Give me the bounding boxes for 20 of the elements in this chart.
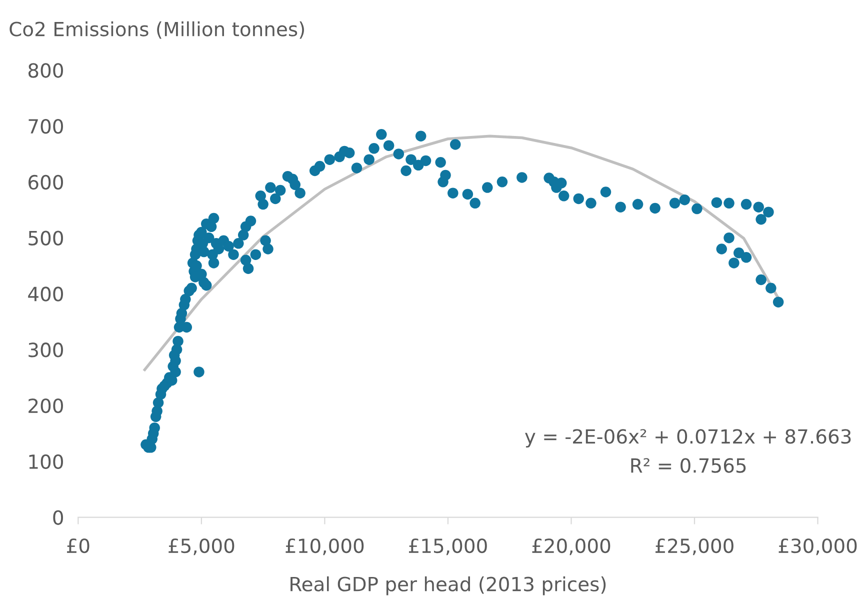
y-tick-label: 0 xyxy=(53,510,63,525)
y-axis-title: Co2 Emissions (Million tonnes) xyxy=(10,21,304,39)
x-tick-label: £20,000 xyxy=(532,538,610,556)
x-axis-title: Real GDP per head (2013 prices) xyxy=(290,576,606,596)
x-tick-label: £15,000 xyxy=(408,538,487,556)
y-tick-label: 400 xyxy=(28,286,63,302)
x-tick-label: £30,000 xyxy=(778,538,857,556)
y-tick-label: 800 xyxy=(28,63,63,78)
y-tick-label: 100 xyxy=(29,454,63,470)
annotation: y = -2E-06x² + 0.0712x + 87.663 xyxy=(525,429,851,448)
x-tick-label: £10,000 xyxy=(286,538,364,556)
x-tick-label: £5,000 xyxy=(168,538,234,556)
y-tick-label: 300 xyxy=(28,342,63,358)
y-tick-label: 700 xyxy=(28,118,63,134)
x-tick-label: £0 xyxy=(67,538,90,554)
y-tick-label: 200 xyxy=(28,398,63,414)
y-tick-label: 500 xyxy=(28,230,63,246)
x-tick-label: £25,000 xyxy=(656,538,734,556)
y-tick-label: 600 xyxy=(28,174,63,190)
annotation: R² = 0.7565 xyxy=(631,458,746,473)
